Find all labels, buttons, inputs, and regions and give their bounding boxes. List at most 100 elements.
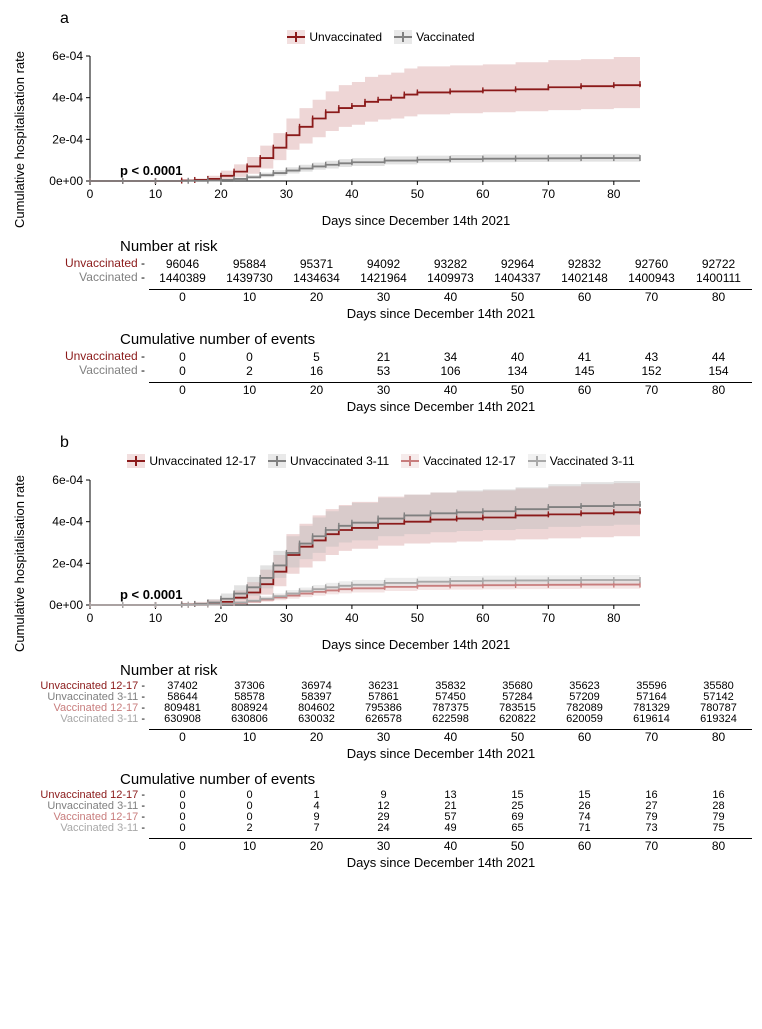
legend-label: Vaccinated — [416, 30, 474, 44]
panel-b-ylabel: Cumulative hospitalisation rate — [10, 475, 30, 652]
table-cell: 41 — [551, 350, 618, 364]
panel-b-events-xlabel: Days since December 14th 2021 — [130, 855, 752, 870]
legend-label: Unvaccinated 3-11 — [290, 454, 389, 468]
panel-b-risk-title: Number at risk — [120, 662, 752, 679]
svg-text:p < 0.0001: p < 0.0001 — [120, 587, 183, 602]
table-cell: 71 — [551, 823, 618, 834]
axis-tick-label: 30 — [350, 290, 417, 304]
axis-tick-label: 70 — [618, 839, 685, 853]
table-cell: 65 — [484, 823, 551, 834]
svg-text:80: 80 — [607, 187, 621, 201]
axis-tick-label: 60 — [551, 730, 618, 744]
legend-item: Unvaccinated 3-11 — [268, 454, 389, 468]
svg-text:80: 80 — [607, 611, 621, 625]
svg-text:0: 0 — [87, 611, 94, 625]
table-cell: 16 — [283, 364, 350, 378]
axis-tick-label: 60 — [551, 383, 618, 397]
svg-text:60: 60 — [476, 187, 490, 201]
table-row-label: Unvaccinated - — [30, 257, 145, 271]
legend-item: Vaccinated — [394, 30, 474, 44]
table-row-label: Unvaccinated - — [30, 350, 145, 364]
table-cell: 94092 — [350, 257, 417, 271]
axis-tick-label: 80 — [685, 383, 752, 397]
table-cell: 24 — [350, 823, 417, 834]
table-cell: 92832 — [551, 257, 618, 271]
table-cell: 1404337 — [484, 271, 551, 285]
table-cell: 620059 — [551, 714, 618, 725]
panel-a: a Unvaccinated Vaccinated Cumulative hos… — [10, 10, 752, 414]
axis-tick-label: 0 — [149, 730, 216, 744]
svg-text:40: 40 — [345, 611, 359, 625]
table-cell: 7 — [283, 823, 350, 834]
axis-tick-label: 20 — [283, 730, 350, 744]
axis-tick-label: 20 — [283, 383, 350, 397]
svg-text:50: 50 — [411, 187, 425, 201]
svg-text:2e-04: 2e-04 — [52, 556, 83, 570]
table-cell: 630806 — [216, 714, 283, 725]
table-cell: 92722 — [685, 257, 752, 271]
axis-tick-label: 70 — [618, 730, 685, 744]
axis-tick-label: 20 — [283, 290, 350, 304]
legend-item: Unvaccinated — [287, 30, 382, 44]
svg-text:50: 50 — [411, 611, 425, 625]
panel-a-risk-xlabel: Days since December 14th 2021 — [130, 306, 752, 321]
panel-a-tag: a — [60, 10, 752, 28]
axis-tick-label: 80 — [685, 730, 752, 744]
table-cell: 2 — [216, 823, 283, 834]
legend-item: Vaccinated 3-11 — [528, 454, 635, 468]
table-cell: 1409973 — [417, 271, 484, 285]
table-cell: 630032 — [283, 714, 350, 725]
axis-tick-label: 30 — [350, 730, 417, 744]
svg-text:40: 40 — [345, 187, 359, 201]
panel-a-risk-title: Number at risk — [120, 238, 752, 255]
panel-b-risk-xlabel: Days since December 14th 2021 — [130, 746, 752, 761]
svg-text:10: 10 — [149, 187, 163, 201]
axis-tick-label: 50 — [484, 730, 551, 744]
table-row-label: Vaccinated 3-11 - — [30, 823, 145, 834]
axis-tick-label: 60 — [551, 839, 618, 853]
table-cell: 44 — [685, 350, 752, 364]
table-cell: 5 — [283, 350, 350, 364]
svg-text:2e-04: 2e-04 — [52, 132, 83, 146]
table-cell: 96046 — [149, 257, 216, 271]
svg-text:70: 70 — [542, 187, 556, 201]
legend-item: Vaccinated 12-17 — [401, 454, 516, 468]
svg-text:30: 30 — [280, 187, 294, 201]
table-cell: 1402148 — [551, 271, 618, 285]
legend-label: Vaccinated 12-17 — [423, 454, 516, 468]
table-cell: 1400111 — [685, 271, 752, 285]
legend-label: Unvaccinated 12-17 — [149, 454, 256, 468]
axis-tick-label: 50 — [484, 839, 551, 853]
svg-text:0: 0 — [87, 187, 94, 201]
panel-a-chart: 0e+002e-044e-046e-0401020304050607080p <… — [30, 51, 650, 211]
svg-text:p < 0.0001: p < 0.0001 — [120, 163, 183, 178]
panel-a-events-title: Cumulative number of events — [120, 331, 752, 348]
svg-text:10: 10 — [149, 611, 163, 625]
axis-tick-label: 30 — [350, 383, 417, 397]
svg-text:6e-04: 6e-04 — [52, 475, 83, 487]
table-cell: 73 — [618, 823, 685, 834]
panel-b-events-title: Cumulative number of events — [120, 771, 752, 788]
svg-text:0e+00: 0e+00 — [49, 174, 83, 188]
svg-text:6e-04: 6e-04 — [52, 51, 83, 63]
panel-b-legend: Unvaccinated 12-17 Unvaccinated 3-11 Vac… — [10, 454, 752, 471]
table-cell: 43 — [618, 350, 685, 364]
table-cell: 1440389 — [149, 271, 216, 285]
svg-text:20: 20 — [214, 187, 228, 201]
axis-tick-label: 10 — [216, 290, 283, 304]
table-cell: 622598 — [417, 714, 484, 725]
table-cell: 34 — [417, 350, 484, 364]
table-cell: 1421964 — [350, 271, 417, 285]
legend-item: Unvaccinated 12-17 — [127, 454, 256, 468]
svg-text:0e+00: 0e+00 — [49, 598, 83, 612]
table-cell: 1400943 — [618, 271, 685, 285]
table-cell: 92964 — [484, 257, 551, 271]
table-row-label: Vaccinated - — [30, 271, 145, 285]
axis-tick-label: 40 — [417, 290, 484, 304]
svg-text:4e-04: 4e-04 — [52, 515, 83, 529]
axis-tick-label: 0 — [149, 383, 216, 397]
table-row-label: Vaccinated - — [30, 364, 145, 378]
axis-tick-label: 40 — [417, 730, 484, 744]
legend-label: Vaccinated 3-11 — [550, 454, 635, 468]
panel-a-xlabel: Days since December 14th 2021 — [80, 213, 752, 228]
